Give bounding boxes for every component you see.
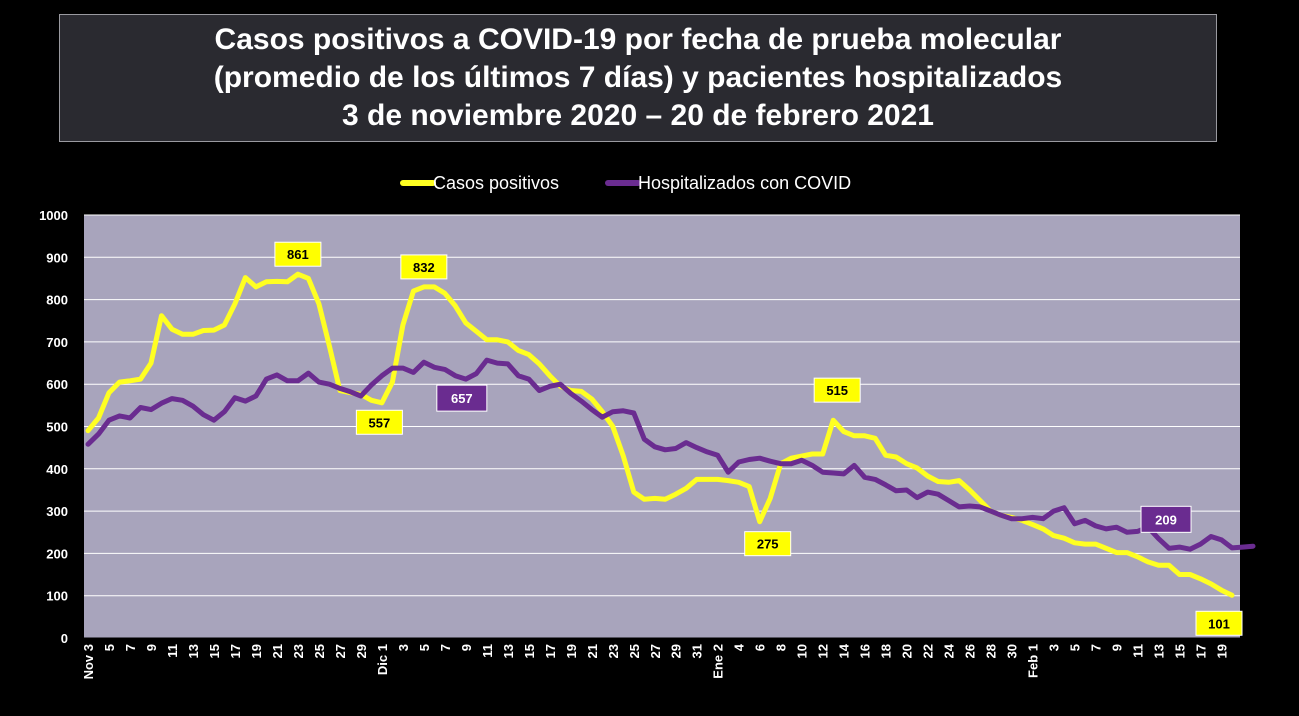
x-tick-label: 31 [690, 644, 705, 658]
x-tick-label: 7 [123, 644, 138, 651]
x-tick-label: 23 [291, 644, 306, 658]
x-tick-label: 14 [837, 643, 852, 658]
x-tick-label: 9 [459, 644, 474, 651]
x-tick-label: 9 [1110, 644, 1125, 651]
x-tick-label: 4 [732, 643, 747, 651]
x-tick-label: 25 [312, 644, 327, 658]
data-label: 657 [451, 391, 473, 406]
x-tick-label: 11 [480, 644, 495, 658]
x-tick-label: 18 [879, 644, 894, 658]
x-tick-label: 26 [963, 644, 978, 658]
x-tick-label: 19 [1215, 644, 1230, 658]
y-tick-label: 1000 [39, 208, 68, 223]
x-tick-label: 17 [543, 644, 558, 658]
x-tick-label: 11 [165, 644, 180, 658]
x-tick-label: 17 [1194, 644, 1209, 658]
x-tick-label: Ene 2 [711, 644, 726, 679]
x-tick-label: 15 [1173, 644, 1188, 658]
series-line-hospitalizados [85, 357, 1256, 552]
x-tick-label: 13 [1152, 644, 1167, 658]
x-tick-label: 15 [522, 644, 537, 658]
x-tick-label: 16 [858, 644, 873, 658]
x-tick-label: 30 [1005, 644, 1020, 658]
x-tick-label: 21 [270, 644, 285, 658]
x-tick-label: 23 [606, 644, 621, 658]
x-tick-label: 19 [564, 644, 579, 658]
data-callout-box [744, 531, 792, 557]
x-tick-label: 12 [816, 644, 831, 658]
x-tick-label: 3 [1047, 644, 1062, 651]
x-tick-label: 27 [333, 644, 348, 658]
x-tick-label: 25 [627, 644, 642, 658]
x-tick-label: 7 [438, 644, 453, 651]
y-tick-label: 700 [46, 335, 68, 350]
y-tick-label: 300 [46, 504, 68, 519]
series-line-casos-positivos [85, 271, 1235, 598]
x-tick-label: 13 [501, 644, 516, 658]
x-tick-label: 15 [207, 644, 222, 658]
chart-title-line-1: Casos positivos a COVID-19 por fecha de … [214, 23, 1062, 56]
x-tick-label: 29 [354, 644, 369, 658]
x-tick-label: 11 [1131, 644, 1146, 658]
data-callout-box [813, 377, 861, 403]
data-label: 832 [413, 260, 435, 275]
x-tick-label: Nov 3 [81, 644, 96, 679]
y-tick-label: 500 [46, 420, 68, 435]
chart-title-box: Casos positivos a COVID-19 por fecha de … [59, 14, 1217, 142]
x-tick-label: 8 [774, 644, 789, 651]
x-tick-label: 9 [144, 644, 159, 651]
x-tick-label: 29 [669, 644, 684, 658]
legend-hospitalizados-label: Hospitalizados con COVID [638, 173, 851, 193]
y-tick-label: 0 [61, 631, 68, 646]
data-label: 275 [757, 537, 779, 552]
x-tick-label: 21 [585, 644, 600, 658]
y-tick-label: 900 [46, 250, 68, 265]
x-tick-label: 27 [648, 644, 663, 658]
x-tick-label: 5 [1068, 644, 1083, 651]
x-tick-label: 28 [984, 644, 999, 658]
x-tick-label: 5 [417, 644, 432, 651]
y-tick-label: 200 [46, 546, 68, 561]
x-tick-label: 22 [921, 644, 936, 658]
data-label: 101 [1208, 616, 1230, 631]
chart-title-line-2: (promedio de los últimos 7 días) y pacie… [213, 61, 1063, 94]
y-tick-label: 100 [46, 589, 68, 604]
data-callout-box [274, 241, 322, 267]
x-tick-label: 3 [396, 644, 411, 651]
x-tick-label: Feb 1 [1026, 644, 1041, 678]
x-tick-label: Dic 1 [375, 644, 390, 675]
data-callout-box [400, 254, 448, 280]
x-tick-label: 13 [186, 644, 201, 658]
data-label: 557 [369, 415, 391, 430]
data-label: 861 [287, 247, 309, 262]
data-label: 209 [1155, 512, 1177, 527]
x-tick-label: 10 [795, 644, 810, 658]
data-callout-box [436, 384, 488, 412]
data-label: 515 [826, 383, 848, 398]
x-tick-label: 24 [942, 643, 957, 658]
data-callout-box [1195, 610, 1243, 636]
x-tick-label: 6 [753, 644, 768, 651]
chart-title-line-3: 3 de noviembre 2020 – 20 de febrero 2021 [342, 99, 934, 132]
data-callout-box [1140, 505, 1192, 533]
data-callout-box [355, 409, 403, 435]
x-tick-label: 7 [1089, 644, 1104, 651]
legend-casos-positivos-label: Casos positivos [433, 173, 559, 193]
y-tick-label: 600 [46, 377, 68, 392]
x-tick-label: 17 [228, 644, 243, 658]
x-tick-label: 19 [249, 644, 264, 658]
x-tick-label: 20 [900, 644, 915, 658]
y-tick-label: 800 [46, 293, 68, 308]
x-tick-label: 5 [102, 644, 117, 651]
y-tick-label: 400 [46, 462, 68, 477]
